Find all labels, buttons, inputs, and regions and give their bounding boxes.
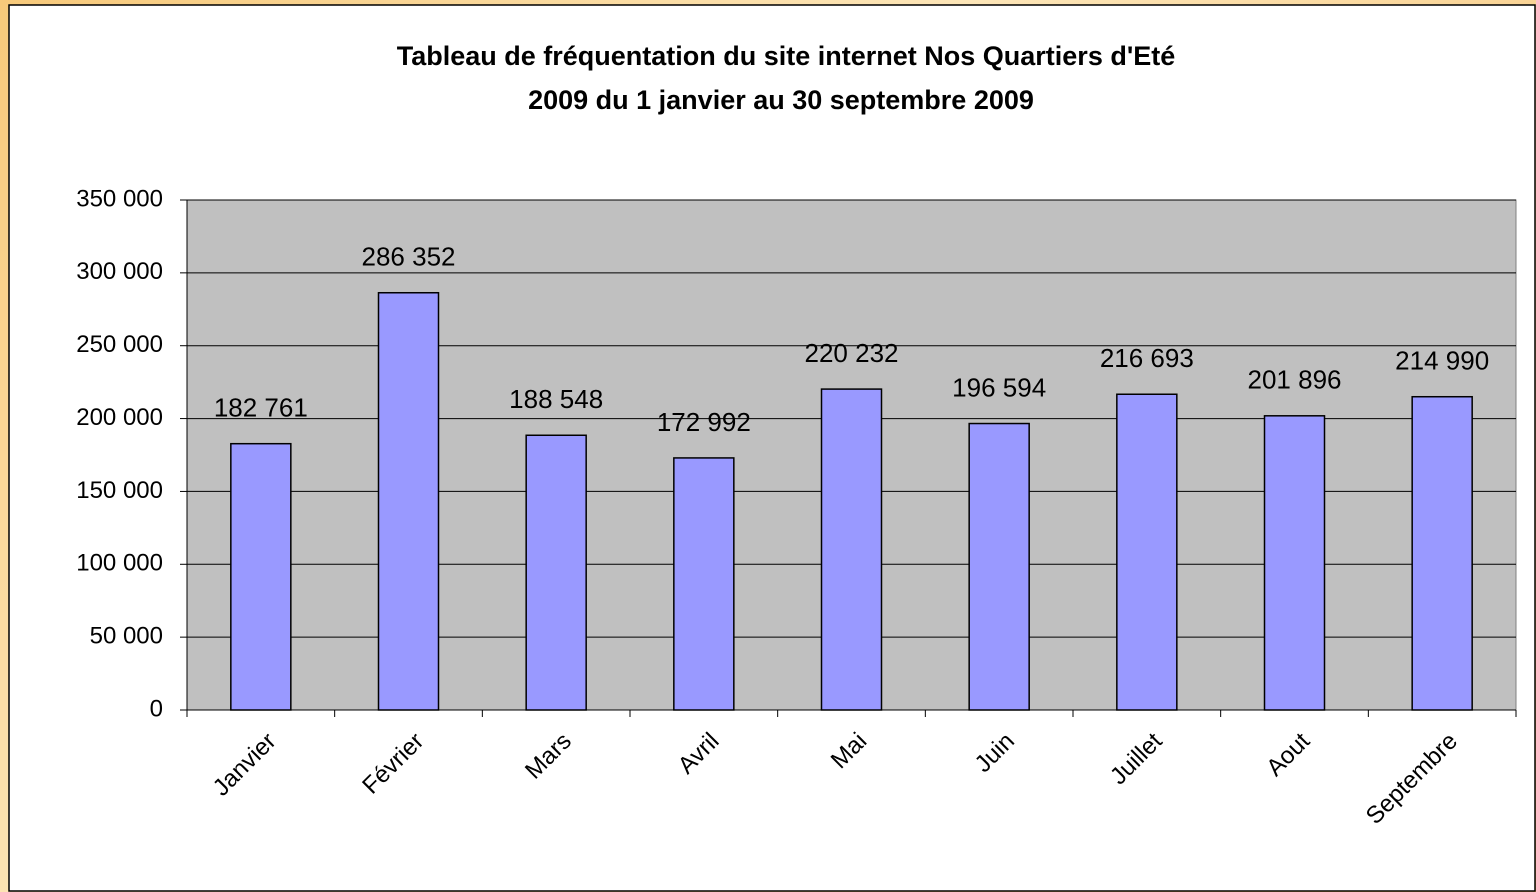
y-tick-label: 200 000 xyxy=(76,404,163,431)
value-label: 196 594 xyxy=(952,372,1046,402)
value-label: 188 548 xyxy=(509,384,603,414)
bar xyxy=(1263,415,1326,711)
value-label: 214 990 xyxy=(1395,346,1489,376)
y-tick-label: 0 xyxy=(150,695,163,722)
y-tick-label: 350 000 xyxy=(76,185,163,212)
bar xyxy=(673,457,735,711)
y-tick-label: 300 000 xyxy=(76,258,163,285)
value-label: 172 992 xyxy=(657,407,751,437)
y-tick-label: 250 000 xyxy=(76,331,163,358)
value-label: 286 352 xyxy=(362,242,456,272)
y-tick-label: 50 000 xyxy=(90,622,163,649)
value-label: 220 232 xyxy=(805,338,899,368)
bar xyxy=(377,291,440,711)
value-label: 201 896 xyxy=(1248,365,1342,395)
bar xyxy=(1116,393,1178,711)
chart-title: 2009 du 1 janvier au 30 septembre 2009 xyxy=(528,85,1034,115)
chart-title: Tableau de fréquentation du site interne… xyxy=(397,41,1176,71)
bar xyxy=(1411,395,1473,711)
y-tick-label: 150 000 xyxy=(76,477,163,504)
bar xyxy=(230,442,292,711)
value-label: 182 761 xyxy=(214,393,308,423)
y-tick-label: 100 000 xyxy=(76,550,163,577)
value-label: 216 693 xyxy=(1100,343,1194,373)
bar xyxy=(820,388,883,711)
bar xyxy=(525,434,587,711)
bar xyxy=(968,422,1030,711)
